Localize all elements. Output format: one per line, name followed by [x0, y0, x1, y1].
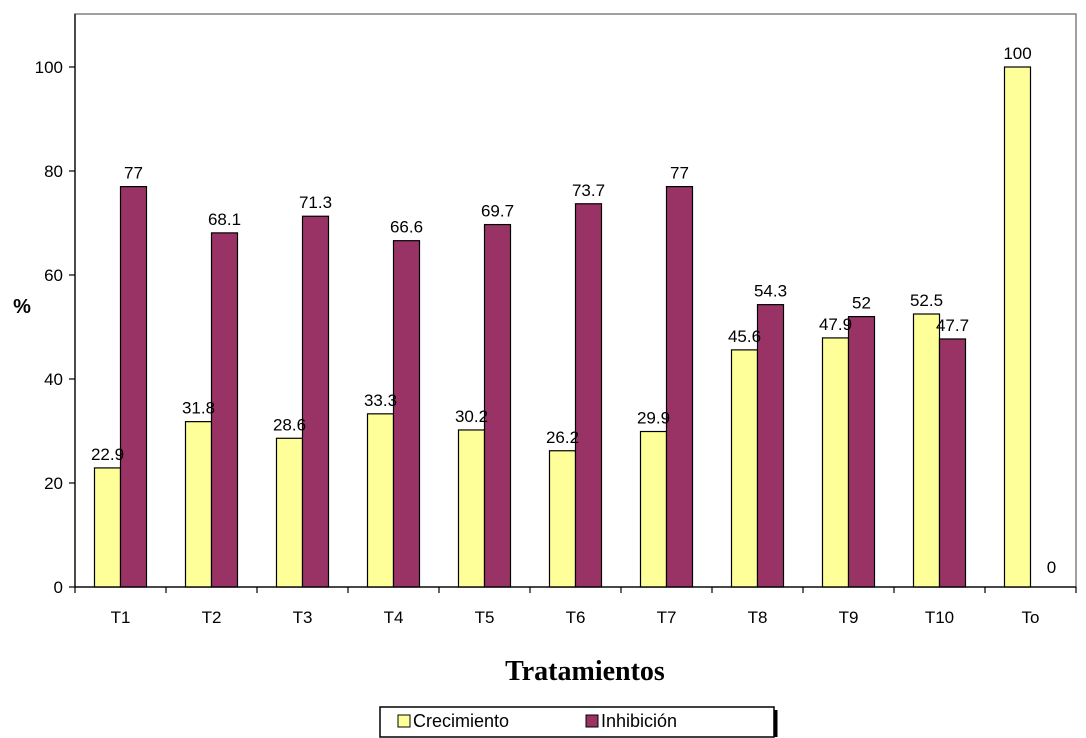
data-label-inhibicion-t2: 68.1: [208, 210, 241, 229]
data-label-crecimiento-t10: 52.5: [910, 291, 943, 310]
bar-inhibicion-t2: [210, 232, 239, 588]
bar-crecimiento-t8: [730, 349, 759, 588]
data-label-inhibicion-to: 0: [1047, 558, 1056, 577]
bar-crecimiento-t9: [821, 337, 850, 588]
legend: Crecimiento Inhibición: [379, 706, 778, 738]
data-label-crecimiento-t7: 29.9: [637, 409, 670, 428]
bar-crecimiento-t4: [366, 413, 395, 588]
bar-inhibicion-t5: [483, 223, 512, 588]
data-label-crecimiento-t6: 26.2: [546, 428, 579, 447]
x-tick-label-t5: T5: [475, 608, 495, 627]
bar-inhibicion-t4: [392, 240, 421, 588]
bar-crecimiento-to: [1003, 66, 1032, 588]
legend-label-inhibicion: Inhibición: [601, 711, 677, 731]
data-label-crecimiento-t1: 22.9: [91, 445, 124, 464]
y-tick-label: 80: [44, 162, 63, 181]
bar-crecimiento-t6: [548, 450, 577, 588]
bar-inhibicion-t6: [574, 203, 603, 588]
data-label-crecimiento-t8: 45.6: [728, 327, 761, 346]
legend-swatch-inhibicion: [585, 714, 599, 728]
data-label-inhibicion-t9: 52: [852, 294, 871, 313]
y-tick-label: 20: [44, 474, 63, 493]
legend-label-crecimiento: Crecimiento: [413, 711, 509, 731]
bar-crecimiento-t3: [275, 437, 304, 588]
bar-crecimiento-t2: [184, 421, 213, 588]
y-tick-label: 60: [44, 266, 63, 285]
bar-crecimiento-t1: [93, 467, 122, 588]
y-tick-label: 0: [54, 578, 63, 597]
bar-inhibicion-t8: [756, 304, 785, 588]
bar-inhibicion-t3: [301, 215, 330, 588]
data-label-inhibicion-t7: 77: [670, 164, 689, 183]
x-tick-label-t2: T2: [202, 608, 222, 627]
x-tick-label-t6: T6: [566, 608, 586, 627]
x-tick-label-t7: T7: [657, 608, 677, 627]
data-label-crecimiento-t9: 47.9: [819, 315, 852, 334]
bars-group: [93, 66, 1032, 588]
bar-crecimiento-t10: [912, 313, 941, 588]
x-tick-label-t9: T9: [839, 608, 859, 627]
legend-box: [379, 706, 775, 738]
x-tick-label-t3: T3: [293, 608, 313, 627]
bar-inhibicion-t10: [938, 338, 967, 588]
data-label-crecimiento-t2: 31.8: [182, 399, 215, 418]
x-tick-label-t8: T8: [748, 608, 768, 627]
bar-crecimiento-t5: [457, 429, 486, 588]
data-label-crecimiento-t4: 33.3: [364, 391, 397, 410]
axes-group: 0 20 40 60 80 100 T1 T2 T3 T4 T5 T6 T7 T8 T9 T10 To: [35, 14, 1077, 627]
x-tick-label-t1: T1: [111, 608, 131, 627]
y-tick-label: 100: [35, 58, 63, 77]
y-tick-label: 40: [44, 370, 63, 389]
bar-crecimiento-t7: [639, 430, 668, 588]
bar-inhibicion-t9: [847, 316, 876, 588]
legend-swatch-crecimiento: [397, 714, 411, 728]
bar-inhibicion-t7: [665, 186, 694, 588]
data-label-inhibicion-t4: 66.6: [390, 218, 423, 237]
x-axis-title: Tratamientos: [505, 656, 665, 687]
data-label-inhibicion-t3: 71.3: [299, 193, 332, 212]
data-label-crecimiento-to: 100: [1003, 44, 1031, 63]
data-label-inhibicion-t5: 69.7: [481, 202, 514, 221]
data-label-inhibicion-t10: 47.7: [936, 316, 969, 335]
data-label-inhibicion-t1: 77: [124, 164, 143, 183]
x-tick-label-t4: T4: [384, 608, 404, 627]
y-axis-title: %: [13, 296, 31, 318]
x-tick-label-t10: T10: [925, 608, 954, 627]
data-label-inhibicion-t6: 73.7: [572, 181, 605, 200]
bar-inhibicion-t1: [119, 186, 148, 588]
data-label-inhibicion-t8: 54.3: [754, 282, 787, 301]
data-label-crecimiento-t3: 28.6: [273, 415, 306, 434]
data-label-crecimiento-t5: 30.2: [455, 407, 488, 426]
labels-group: 22.9 77 31.8 68.1 28.6 71.3 33.3 66.6 30.2 69.7 26…: [91, 44, 1056, 577]
x-tick-label-to: To: [1022, 608, 1040, 627]
